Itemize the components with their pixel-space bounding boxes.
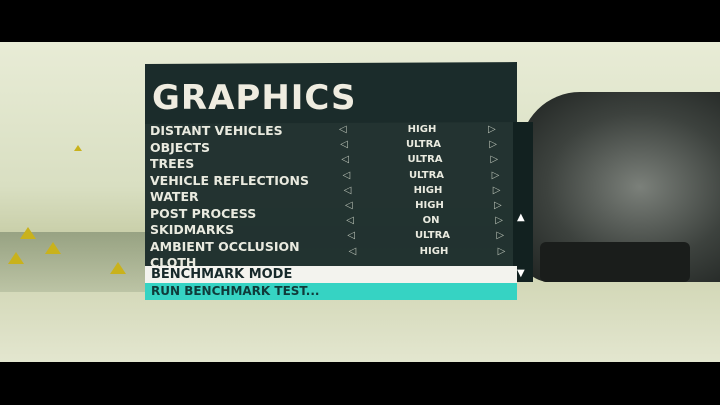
arrow-left-icon[interactable]: ◁ xyxy=(343,184,352,196)
confetti xyxy=(110,262,126,274)
arrow-right-icon[interactable]: ▷ xyxy=(492,184,501,196)
setting-value: ON xyxy=(422,215,440,227)
setting-value: HIGH xyxy=(415,200,444,211)
car xyxy=(520,92,720,282)
arrow-left-icon[interactable]: ◁ xyxy=(342,169,351,181)
arrow-right-icon[interactable]: ▷ xyxy=(489,139,497,151)
confetti xyxy=(20,227,36,239)
setting-label[interactable]: WATER xyxy=(150,189,199,204)
arrow-left-icon[interactable]: ◁ xyxy=(339,124,347,135)
setting-value: HIGH xyxy=(419,245,449,257)
arrow-left-icon[interactable]: ◁ xyxy=(340,139,348,151)
setting-value: ULTRA xyxy=(405,139,442,151)
car-grille xyxy=(540,242,690,282)
arrow-right-icon[interactable]: ▷ xyxy=(488,124,496,135)
confetti xyxy=(8,252,24,264)
arrow-left-icon[interactable]: ◁ xyxy=(348,245,357,257)
setting-value: ULTRA xyxy=(414,230,451,242)
arrow-right-icon[interactable]: ▷ xyxy=(494,200,502,211)
benchmark-mode-header: BENCHMARK MODE xyxy=(145,266,517,283)
confetti xyxy=(74,145,82,151)
confetti xyxy=(45,242,61,254)
setting-value: ULTRA xyxy=(407,154,443,166)
arrow-left-icon[interactable]: ◁ xyxy=(346,215,354,227)
arrow-left-icon[interactable]: ◁ xyxy=(341,154,350,166)
forest xyxy=(0,232,160,292)
run-benchmark-button[interactable]: RUN BENCHMARK TEST... xyxy=(145,283,517,300)
arrow-right-icon[interactable]: ▷ xyxy=(491,169,500,181)
setting-value: HIGH xyxy=(413,184,443,196)
setting-label[interactable]: SKIDMARKS xyxy=(150,222,235,237)
setting-label[interactable]: TREES xyxy=(150,156,195,171)
settings-list xyxy=(145,120,517,280)
page-title: GRAPHICS xyxy=(152,78,357,118)
arrow-right-icon[interactable]: ▷ xyxy=(490,154,499,166)
arrow-left-icon[interactable]: ◁ xyxy=(345,200,353,211)
setting-label[interactable]: DISTANT VEHICLES xyxy=(150,123,283,138)
setting-value: ULTRA xyxy=(408,169,445,181)
setting-label[interactable]: POST PROCESS xyxy=(150,205,257,221)
scrollbar[interactable] xyxy=(513,122,533,282)
setting-label[interactable]: VEHICLE REFLECTIONS xyxy=(150,172,310,188)
scroll-up-icon[interactable]: ▲ xyxy=(517,212,525,223)
setting-value: HIGH xyxy=(407,124,437,135)
arrow-right-icon[interactable]: ▷ xyxy=(497,245,506,257)
arrow-right-icon[interactable]: ▷ xyxy=(495,215,503,227)
setting-label[interactable]: AMBIENT OCCLUSION xyxy=(150,238,300,254)
arrow-left-icon[interactable]: ◁ xyxy=(347,230,356,242)
scroll-down-icon[interactable]: ▼ xyxy=(517,268,525,279)
setting-label[interactable]: OBJECTS xyxy=(150,139,211,155)
arrow-right-icon[interactable]: ▷ xyxy=(496,230,505,242)
